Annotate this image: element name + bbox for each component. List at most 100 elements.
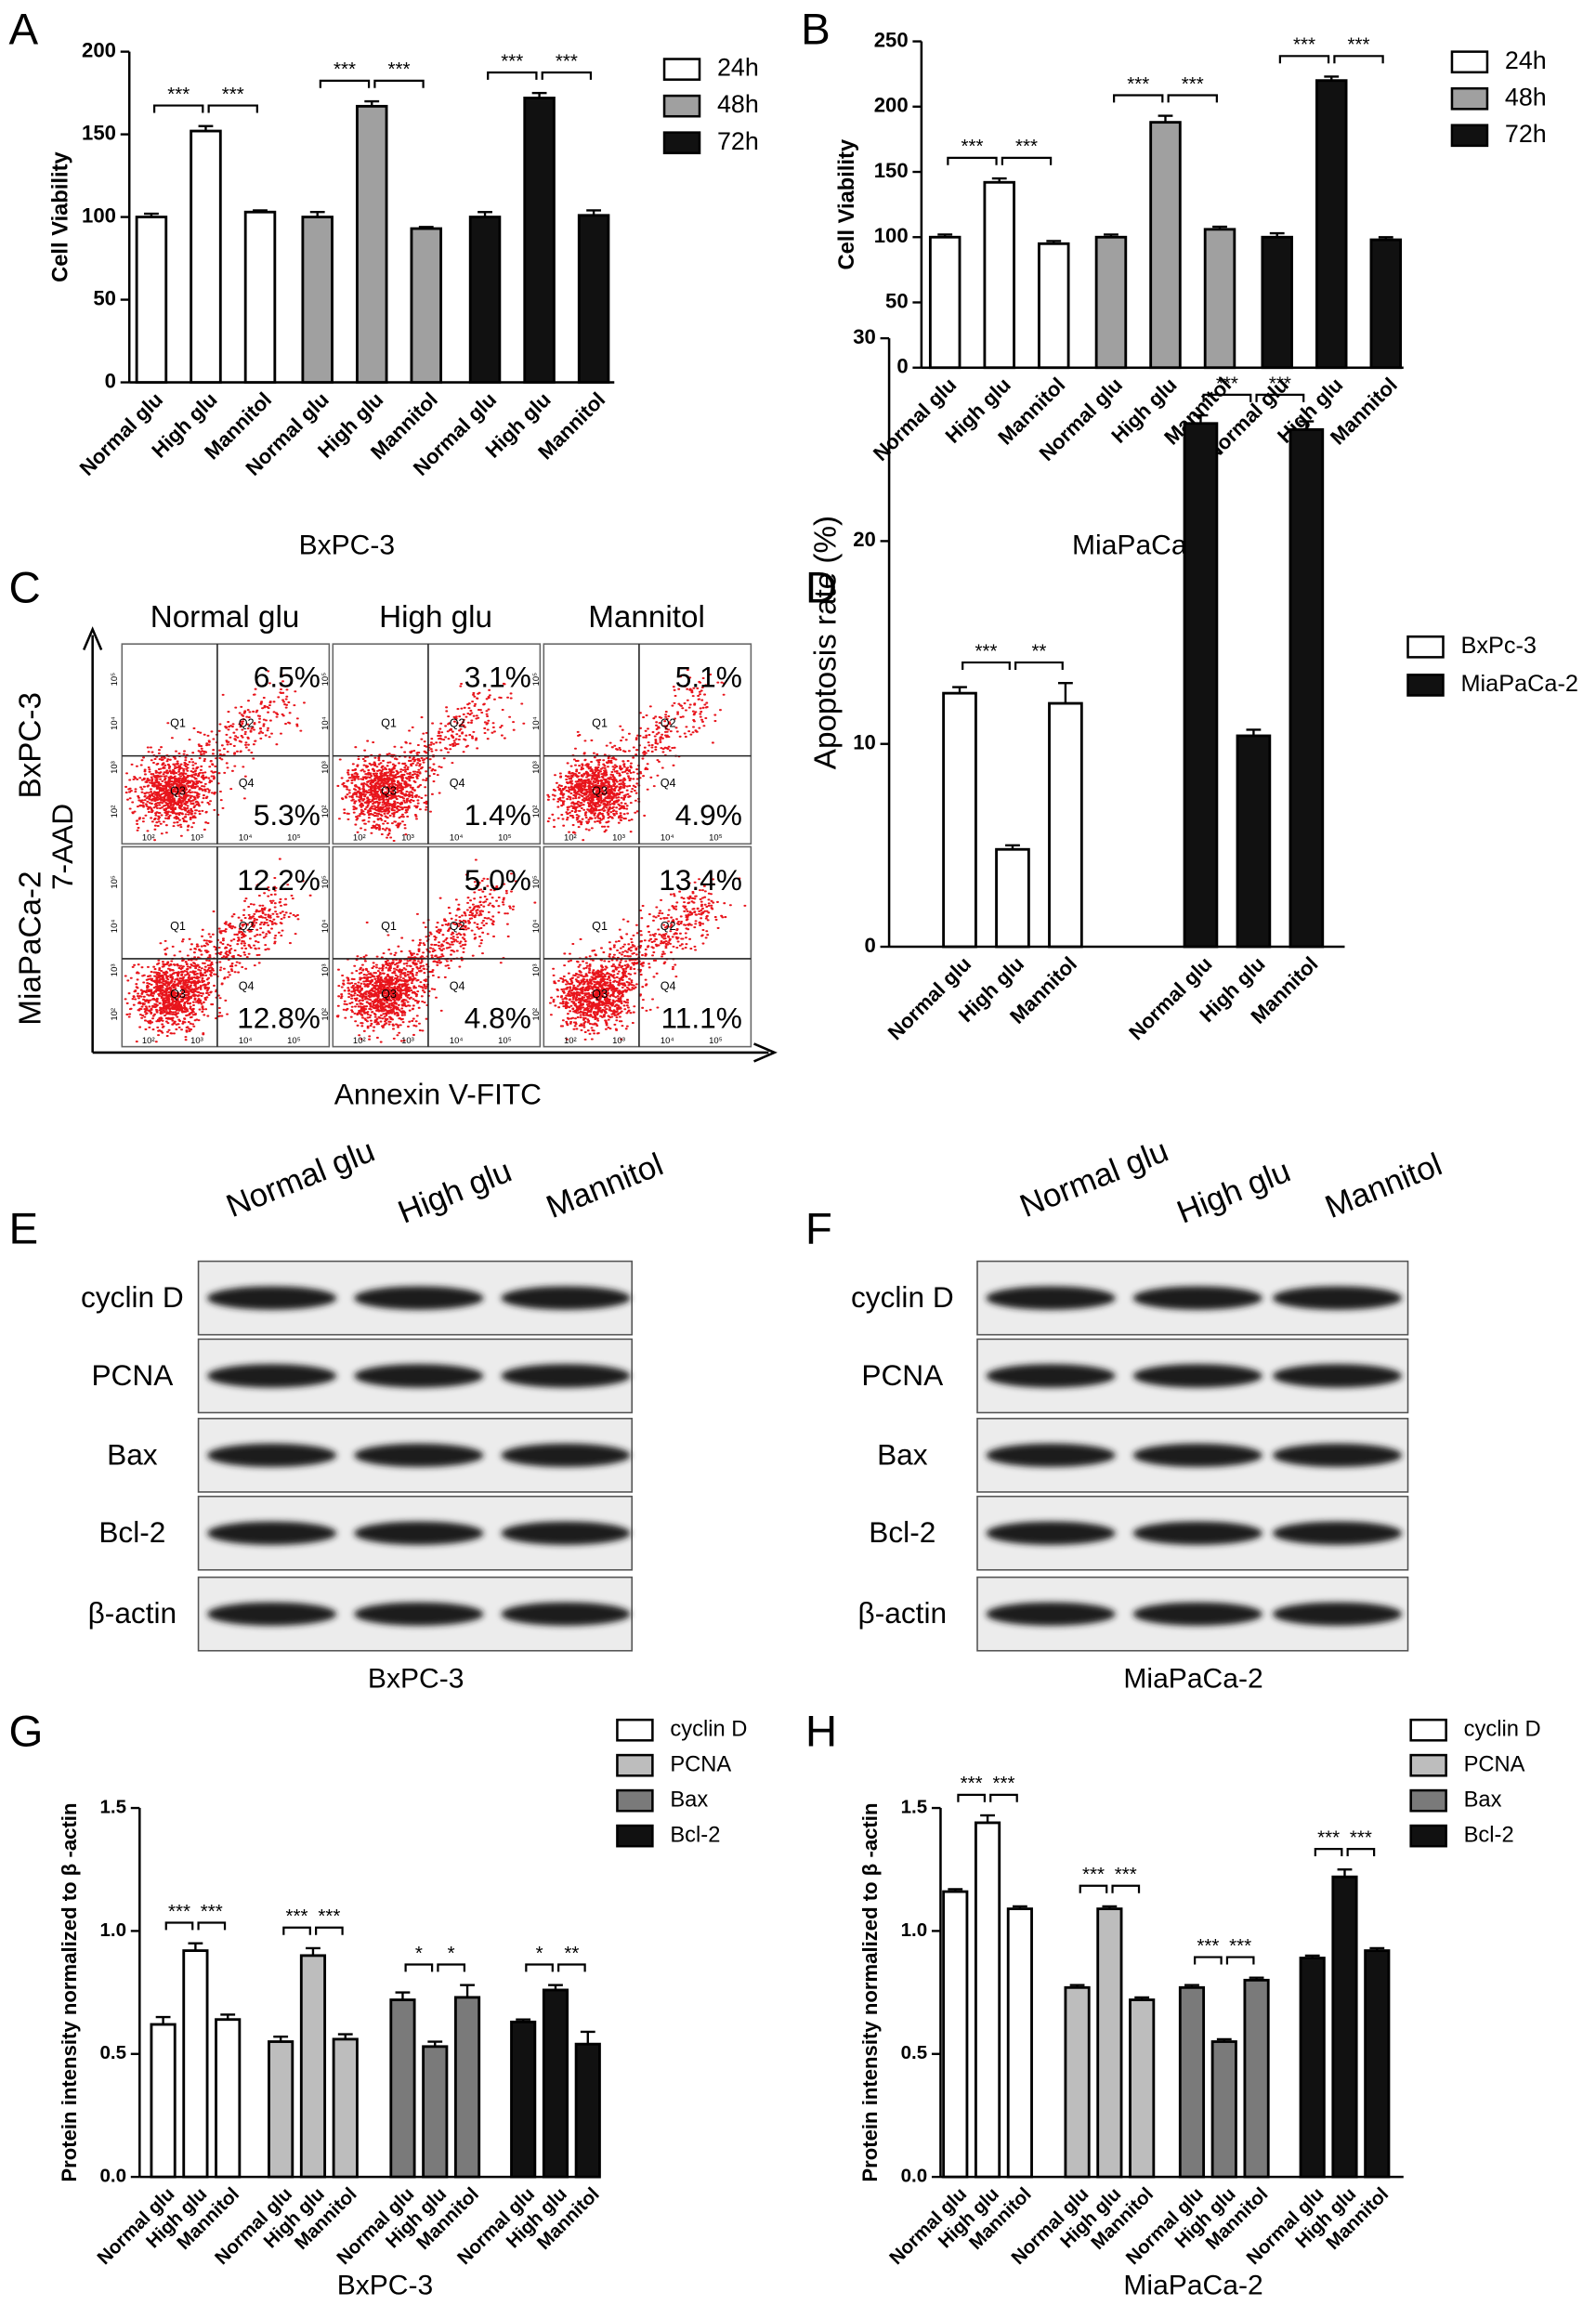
y-tick-label: 10² [321, 805, 331, 819]
blot-band [207, 1443, 337, 1468]
quadrant-label: Q2 [661, 717, 676, 730]
blot-band [1272, 1364, 1403, 1388]
legend-swatch [1406, 635, 1445, 659]
blot-band [354, 1364, 484, 1388]
bar [299, 1954, 327, 2179]
quadrant-label: Q2 [239, 717, 255, 730]
legend-label: MiaPaCa-2 [1460, 671, 1578, 697]
quadrant-label: Q4 [450, 979, 465, 992]
x-tick-label: 10² [353, 1036, 366, 1046]
x-tick-label: 10⁵ [709, 832, 723, 843]
significance-label: *** [556, 50, 578, 72]
protein-label: Bcl-2 [98, 1515, 165, 1549]
significance-bracket [1225, 1956, 1255, 1965]
protein-label: β-actin [858, 1596, 948, 1630]
y-tick-label: 10² [110, 1008, 120, 1021]
legend-swatch [616, 1718, 654, 1742]
row-label: BxPC-3 [14, 692, 48, 798]
bar [1183, 422, 1219, 949]
x-tick-label: 10² [353, 832, 366, 843]
x-tick-label: 10² [564, 1036, 577, 1046]
y-tick-label: 10⁵ [110, 673, 120, 687]
y-tick-label: 10³ [321, 761, 331, 774]
bar [1048, 701, 1083, 949]
y-tick-label: 200 [82, 38, 116, 61]
axis-arrow [83, 626, 103, 1053]
quadrant-label: Q1 [381, 920, 397, 933]
significance-bracket [525, 1963, 554, 1972]
x-tick-label: Normal glu [869, 373, 961, 465]
y-axis-label: 7-AAD [46, 804, 79, 890]
row-label: MiaPaCa-2 [14, 871, 48, 1026]
percentage-label: 6.5% [254, 660, 321, 693]
bar [301, 216, 334, 384]
y-tick-label: 10⁵ [531, 875, 542, 889]
significance-bracket [315, 1926, 344, 1935]
blot-band [207, 1286, 337, 1310]
bar [1299, 1957, 1326, 2179]
bar [942, 1890, 969, 2179]
quadrant-label: Q2 [239, 920, 255, 933]
lane-label: Normal glu [221, 1133, 380, 1225]
significance-label: * [536, 1943, 543, 1964]
significance-bracket [282, 1926, 311, 1935]
legend-swatch [662, 94, 701, 118]
legend-swatch [1450, 86, 1489, 111]
blot-band [1132, 1364, 1262, 1388]
y-axis-label: Apoptosis rate (%) [808, 516, 843, 769]
y-tick-label: 10² [531, 1008, 542, 1021]
y-tick-label: 10² [110, 805, 120, 819]
y-tick-label: 10³ [531, 761, 542, 774]
bar [574, 2042, 601, 2179]
bar [1064, 1985, 1091, 2179]
legend-label: 24h [1505, 46, 1547, 74]
y-tick-label: 1.0 [99, 1919, 126, 1941]
quadrant-label: Q4 [450, 777, 465, 790]
cell-line-label: BxPC-3 [368, 1663, 464, 1694]
bar [1236, 734, 1272, 949]
significance-label: *** [334, 59, 356, 80]
significance-bracket [957, 1793, 987, 1802]
quadrant-label: Q1 [170, 920, 186, 933]
bar [1038, 242, 1070, 370]
significance-bracket [989, 1793, 1018, 1802]
y-tick-label: 10⁴ [531, 716, 542, 730]
x-tick-label: Normal glu [1124, 952, 1216, 1044]
significance-bracket [1113, 94, 1164, 103]
bar [1129, 1998, 1156, 2179]
legend-label: 48h [1505, 83, 1547, 111]
dot-cloud [335, 858, 537, 1043]
significance-bracket [207, 104, 258, 113]
cell-line-label: MiaPaCa-2 [1123, 1663, 1262, 1694]
y-tick-label: 250 [874, 28, 909, 51]
significance-label: *** [388, 59, 411, 80]
panel-letter: H [805, 1707, 837, 1756]
dot-cloud [124, 858, 312, 1043]
y-tick-label: 10⁴ [110, 716, 120, 730]
bar [942, 691, 977, 949]
legend-swatch [662, 131, 701, 155]
significance-label: *** [1350, 1827, 1372, 1848]
significance-label: *** [286, 1906, 308, 1927]
significance-bracket [487, 71, 538, 80]
y-axis-label: Cell Viability [835, 138, 859, 269]
y-tick-label: 10⁴ [531, 920, 542, 934]
blot-band [1132, 1602, 1262, 1626]
x-tick-label: 10³ [190, 1036, 203, 1046]
bar [135, 216, 168, 384]
significance-bracket [373, 79, 425, 88]
protein-label: PCNA [91, 1358, 174, 1392]
x-tick-label: 10⁴ [450, 1036, 464, 1046]
blot-band [354, 1286, 484, 1310]
y-tick-label: 1.5 [99, 1796, 126, 1817]
significance-label: * [415, 1943, 423, 1964]
percentage-label: 12.8% [237, 1001, 321, 1034]
panel-letter: A [8, 6, 38, 55]
significance-label: *** [1293, 34, 1315, 56]
significance-label: *** [1127, 73, 1149, 95]
significance-bracket [319, 79, 371, 88]
significance-bracket [541, 71, 593, 80]
bar [523, 97, 556, 384]
bar [410, 227, 443, 384]
